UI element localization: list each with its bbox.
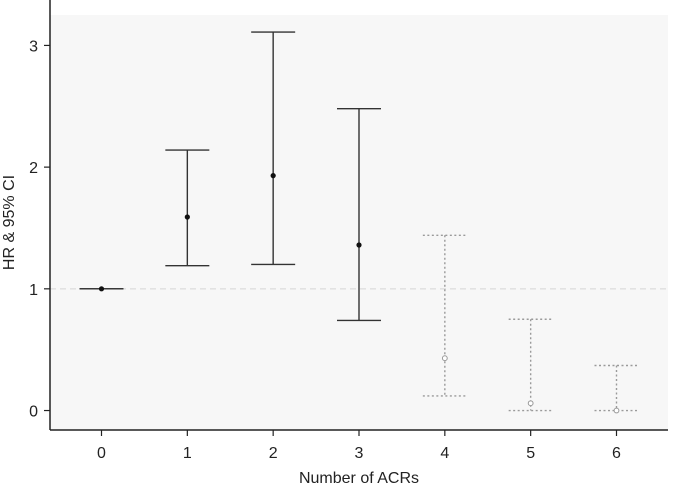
error-bar-4 [422,234,467,397]
x-axis: 0 1 2 3 4 5 6 [50,429,668,462]
error-bar-1 [165,149,210,267]
y-axis: 0 1 2 3 [29,0,51,430]
error-bar-3 [337,108,381,322]
hr-point [184,214,190,220]
error-bars [79,31,639,414]
hr-point [441,355,448,362]
x-tick-label: 0 [97,445,106,462]
x-tick-label: 6 [612,445,621,462]
y-tick-label: 3 [29,38,38,55]
error-bar-5 [508,318,553,412]
y-tick-label: 2 [29,160,38,177]
hr-point [98,286,105,292]
x-axis-title: Number of ACRs [299,470,419,487]
x-tick-label: 5 [526,445,535,462]
x-tick-label: 4 [440,445,449,462]
error-bar-2 [251,31,296,266]
hr-point [356,242,362,248]
x-tick-label: 3 [355,445,364,462]
hr-point [527,400,534,407]
error-bar-6 [594,364,639,414]
y-tick-label: 0 [29,404,38,421]
x-tick-label: 1 [183,445,192,462]
x-tick-label: 2 [269,445,278,462]
error-bar-0 [79,286,124,292]
hr-point [613,407,620,414]
y-tick-label: 1 [29,282,38,299]
hr-point [270,173,276,179]
y-axis-title: HR & 95% CI [1,175,18,270]
